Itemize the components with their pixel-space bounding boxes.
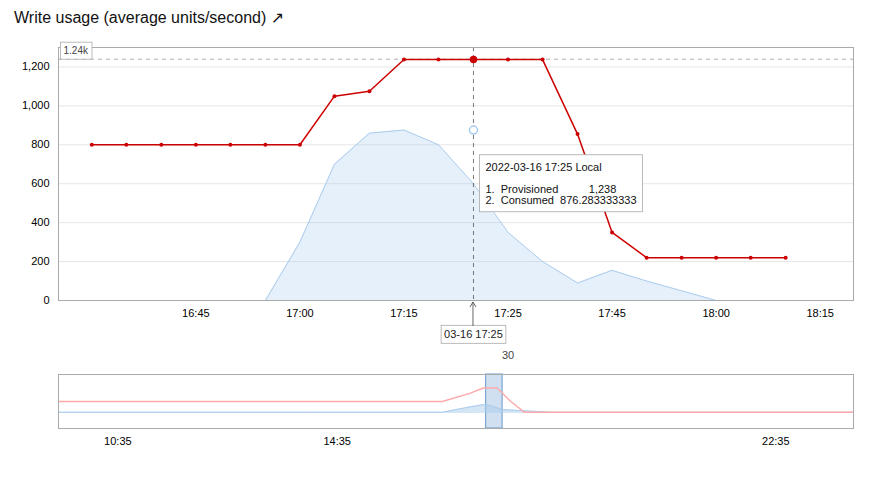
svg-text:18:15: 18:15 <box>806 307 834 319</box>
svg-text:400: 400 <box>31 216 49 228</box>
svg-text:800: 800 <box>31 138 49 150</box>
svg-text:1.24k: 1.24k <box>64 45 89 56</box>
svg-text:0: 0 <box>43 294 49 306</box>
svg-text:200: 200 <box>31 255 49 267</box>
svg-text:1,000: 1,000 <box>22 99 50 111</box>
svg-text:16:45: 16:45 <box>182 307 210 319</box>
svg-text:30: 30 <box>502 349 514 361</box>
svg-text:17:15: 17:15 <box>390 307 418 319</box>
svg-text:600: 600 <box>31 177 49 189</box>
svg-text:17:25: 17:25 <box>494 307 522 319</box>
svg-text:10:35: 10:35 <box>104 435 132 447</box>
html-text:Write usage (average units/sec: Write usage (average units/second) ↗ <box>14 9 285 26</box>
svg-text:22:35: 22:35 <box>762 435 790 447</box>
svg-text:17:45: 17:45 <box>598 307 626 319</box>
svg-text:18:00: 18:00 <box>702 307 730 319</box>
svg-text:2022-03-16 17:25 Local1. Prov: 2022-03-16 17:25 Local1. Provisioned 1,2… <box>485 161 636 206</box>
svg-text:17:00: 17:00 <box>286 307 314 319</box>
svg-text:1,200: 1,200 <box>22 60 50 72</box>
svg-text:03-16 17:25: 03-16 17:25 <box>444 328 503 340</box>
svg-text:14:35: 14:35 <box>323 435 351 447</box>
